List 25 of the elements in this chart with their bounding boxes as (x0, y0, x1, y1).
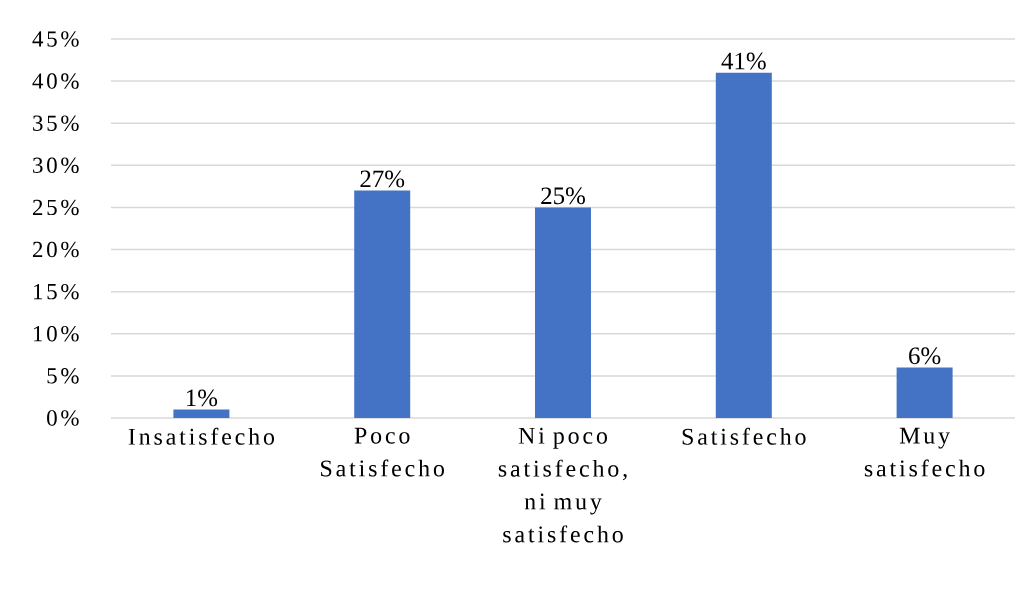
bar (896, 367, 953, 418)
y-tick-label: 35% (33, 115, 79, 131)
x-tick-label: Ni poco satisfecho, ni muy satisfecho (498, 427, 627, 543)
y-tick-label: 25% (32, 199, 79, 216)
y-tick-label: 40% (32, 73, 79, 89)
x-tick-label: Insatisfecho (128, 427, 275, 445)
y-tick-label: 20% (32, 241, 79, 258)
x-tick-label: Poco Satisfecho (321, 427, 444, 477)
data-label: 25% (541, 187, 585, 205)
y-tick-label: 15% (34, 283, 79, 300)
y-tick-label: 5% (47, 368, 79, 384)
bar (354, 190, 411, 418)
y-tick-label: 10% (34, 325, 79, 342)
x-tick-label: Satisfecho (682, 427, 806, 445)
y-tick-label: 45% (32, 31, 79, 47)
bar (715, 72, 772, 418)
bar (535, 207, 592, 418)
data-label: 1% (186, 389, 218, 407)
data-label: 41% (721, 52, 766, 70)
x-tick-label: Muy satisfecho (864, 427, 985, 477)
bar (173, 409, 230, 418)
y-tick-label: 30% (33, 157, 79, 174)
y-tick-label: 0% (47, 410, 79, 426)
data-label: 6% (909, 347, 941, 365)
data-label: 27% (360, 170, 405, 188)
